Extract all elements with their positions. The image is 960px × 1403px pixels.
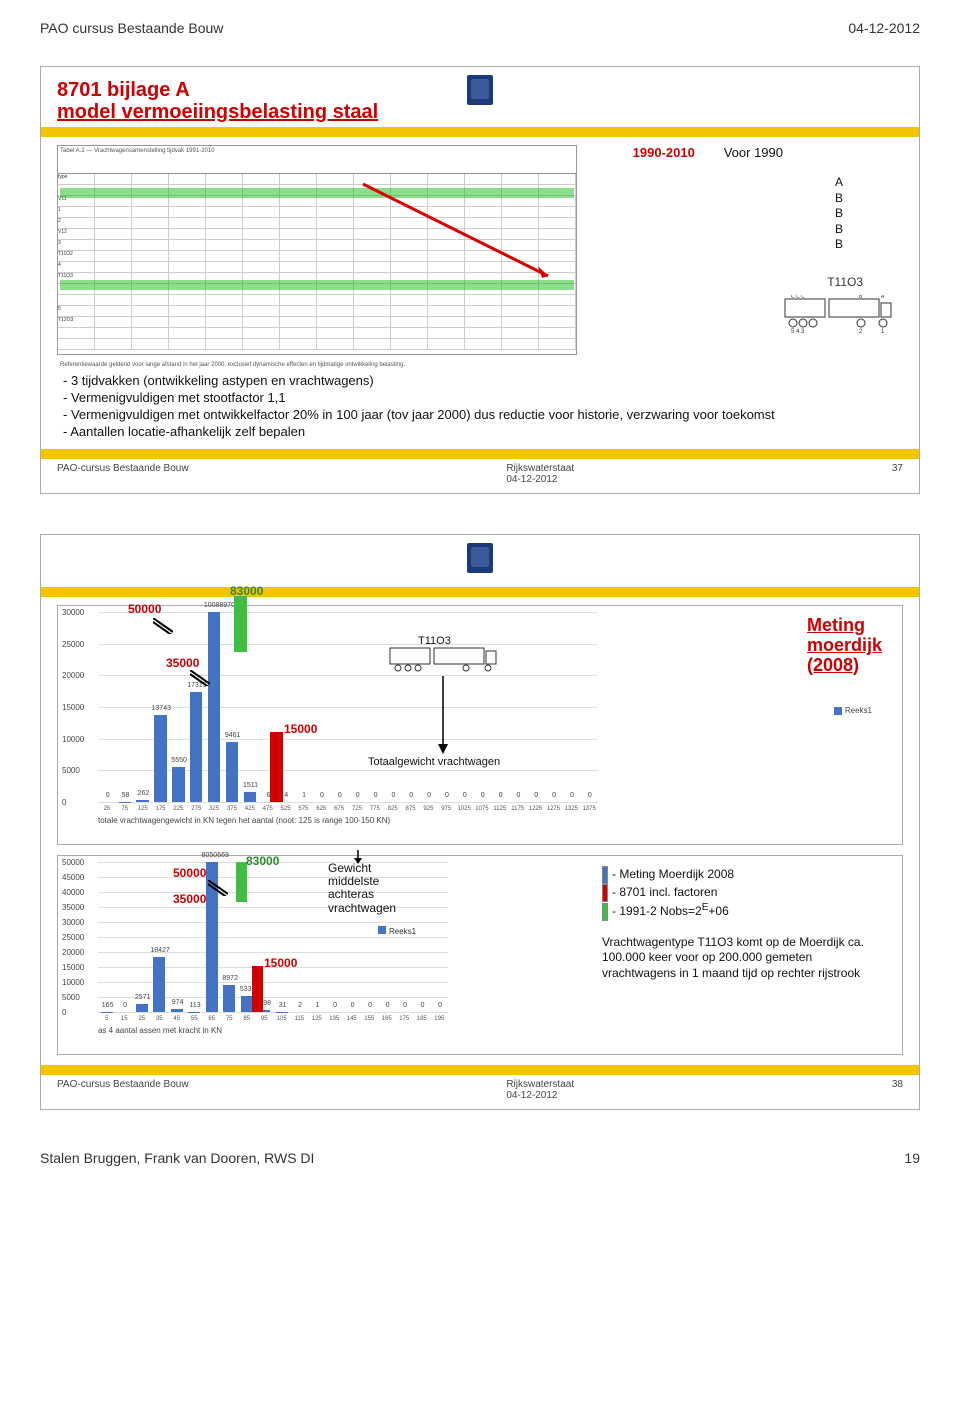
svg-text:1: 1 [881,329,885,335]
fake-table: Tabel A.2 — Vrachtwagensamenstelling tij… [57,145,577,355]
arrow-down-icon [348,850,368,864]
title-line2: model vermoeiingsbelasting staal [57,101,378,123]
legend-label: - Meting Moerdijk 2008 [612,867,734,881]
bullet-list: 3 tijdvakken (ontwikkeling astypen en vr… [63,373,903,439]
bullet: Vermenigvuldigen met stootfactor 1,1 [63,390,903,405]
meting-l3: (2008) [807,655,859,675]
slide-37: 8701 bijlage A model vermoeiingsbelastin… [40,66,920,494]
letter: B [835,237,843,253]
totaalgewicht-label: Totaalgewicht vrachtwagen [368,756,500,768]
legend-reeks-label: Reeks1 [845,706,872,715]
slide-38: 3000025000200001500010000500000582621374… [40,534,920,1110]
truck-icon: 5 4 3 2 1 C C C B A [783,295,893,335]
crest-icon [467,75,493,105]
bullet: Vermenigvuldigen met ontwikkelfactor 20%… [63,407,903,422]
legend-item: - 1991-2 Nobs=2E+06 [602,902,882,921]
overlay2-15000: 15000 [264,956,297,970]
letter: B [835,191,843,207]
red-bar-overlay [252,966,263,1012]
overlay-35000: 35000 [166,656,199,670]
green-highlight-row [60,188,574,198]
truck-label: T11O3 [827,275,863,289]
page-footer-right: 19 [904,1150,920,1166]
chart2-caption: as 4 aantal assen met kracht in KN [98,1026,902,1035]
overlay-83000: 83000 [230,584,263,598]
page-footer: Stalen Bruggen, Frank van Dooren, RWS DI… [40,1150,920,1166]
legend-reeks: Reeks1 [834,706,872,715]
chart-top: 3000025000200001500010000500000582621374… [57,605,903,845]
meting-l2: moerdijk [807,635,882,655]
totaalgewicht-text: Totaalgewicht vrachtwagen [368,756,500,768]
overlay2-50000: 50000 [173,866,206,880]
svg-text:A: A [881,295,885,300]
meting-l1: Meting [807,615,865,635]
overlay2-83000: 83000 [246,854,279,868]
title-line1: 8701 bijlage A [57,79,190,101]
gewicht-label: Gewicht middelste achteras vrachtwagen [328,862,396,915]
letter-stack: A B B B B [835,175,843,253]
bullet: Aantallen locatie-afhankelijk zelf bepal… [63,424,903,439]
doc-header: PAO cursus Bestaande Bouw 04-12-2012 [40,20,920,36]
overlay-50000: 50000 [128,602,161,616]
footer-left: PAO-cursus Bestaande Bouw [57,1079,189,1101]
red-bar-overlay [270,732,283,802]
footer-left: PAO-cursus Bestaande Bouw [57,463,189,485]
green-bar-overlay [236,862,247,902]
page-footer-left: Stalen Bruggen, Frank van Dooren, RWS DI [40,1150,314,1166]
yellow-band [41,587,919,597]
footer-date: 04-12-2012 [506,1090,557,1101]
gewicht-l2: middelste [328,874,379,888]
overlay2-35000: 35000 [173,892,206,906]
letter: B [835,222,843,238]
legend-item: - Meting Moerdijk 2008 [602,866,882,884]
svg-text:2: 2 [859,329,863,335]
legend-reeks: Reeks1 [378,926,416,936]
meting-title: Meting moerdijk (2008) [807,616,882,675]
break-mark-icon [208,880,228,896]
break-mark-icon [190,670,210,686]
truck2-label: T11O3 [418,636,451,647]
letter: B [835,206,843,222]
chart-bottom: 5000045000400003500030000250002000015000… [57,855,903,1055]
footer-mid: Rijkswaterstaat [506,1079,574,1090]
gewicht-l3: achteras [328,887,374,901]
footer-num: 38 [892,1079,903,1101]
bullet: 3 tijdvakken (ontwikkeling astypen en vr… [63,373,903,388]
header-right: 04-12-2012 [848,20,920,36]
gewicht-l4: vrachtwagen [328,901,396,915]
right-labels: 1990-2010 Voor 1990 [633,145,783,160]
right-panel: - Meting Moerdijk 2008 - 8701 incl. fact… [602,866,882,982]
green-highlight-row [60,280,574,290]
right-text: Vrachtwagentype T11O3 komt op de Moerdij… [602,935,882,982]
arrow-down-icon [428,676,458,756]
header-left: PAO cursus Bestaande Bouw [40,20,223,36]
svg-text:5 4 3: 5 4 3 [791,329,805,335]
footer-num: 37 [892,463,903,485]
green-bar-overlay [234,596,247,652]
letter: A [835,175,843,191]
break-mark-icon [153,618,173,634]
footer-mid: Rijkswaterstaat [506,463,574,474]
slide-footer: PAO-cursus Bestaande Bouw Rijkswaterstaa… [57,463,903,485]
crest-icon [467,543,493,573]
period-label: 1990-2010 [633,145,695,160]
legend-label: - 8701 incl. factoren [612,885,717,899]
table-caption: Tabel A.2 — Vrachtwagensamenstelling tij… [58,146,576,174]
truck-icon: T11O3 [388,636,498,676]
table-area: Tabel A.2 — Vrachtwagensamenstelling tij… [57,145,903,365]
slide-footer: PAO-cursus Bestaande Bouw Rijkswaterstaa… [57,1079,903,1101]
footer-date: 04-12-2012 [506,474,557,485]
table-footnote: Referentiewaarde geldend voor lange afst… [60,362,405,368]
yellow-band [41,127,919,137]
svg-text:C C C: C C C [791,295,805,300]
yellow-band-bottom [41,449,919,459]
legend-reeks-label: Reeks1 [389,927,416,936]
overlay-15000: 15000 [284,722,317,736]
voor-label: Voor 1990 [724,145,783,160]
chart1-caption: totale vrachtwagengewicht in KN tegen he… [98,816,902,825]
legend-item: - 8701 incl. factoren [602,884,882,902]
yellow-band-bottom [41,1065,919,1075]
